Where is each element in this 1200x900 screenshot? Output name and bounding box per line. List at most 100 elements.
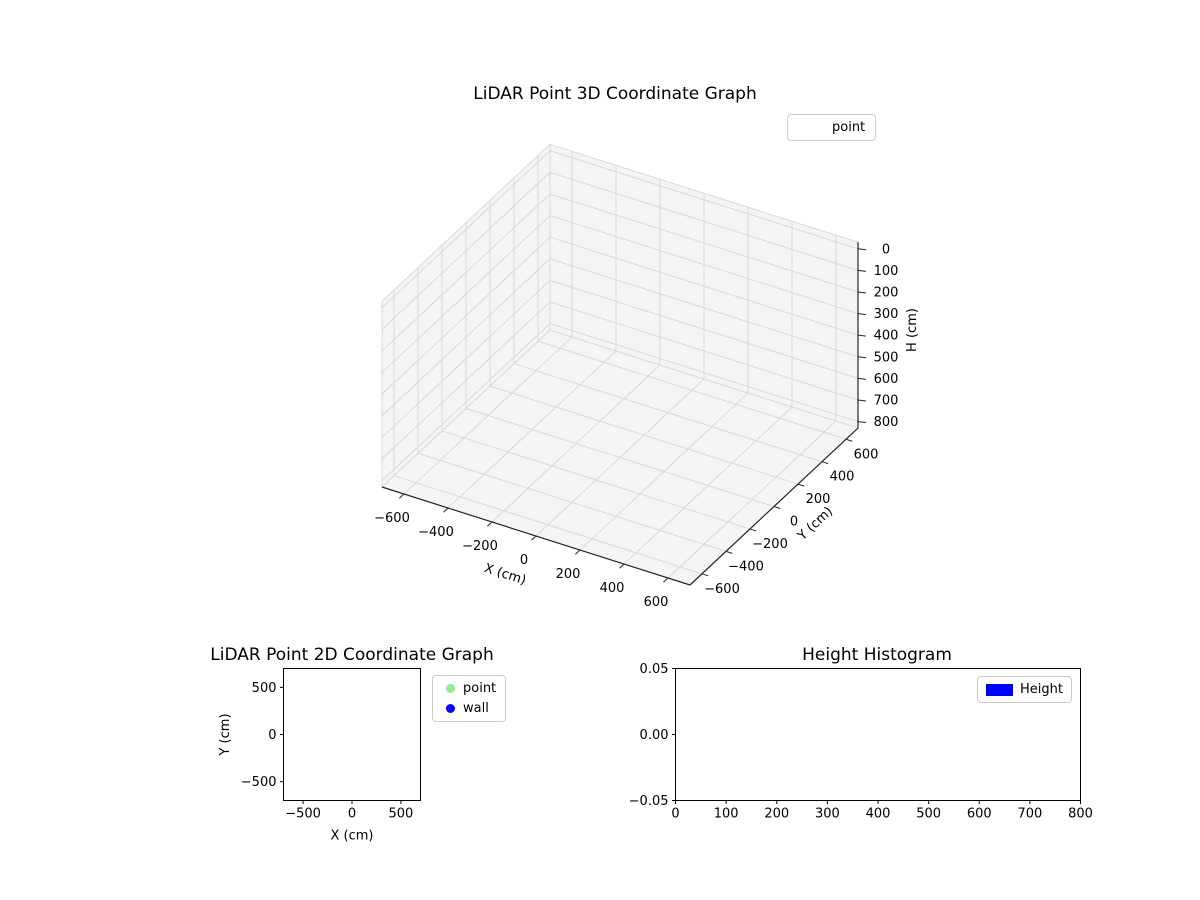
tick-mark (487, 521, 493, 527)
tick-mark (619, 563, 625, 569)
tick-mark (857, 248, 867, 251)
z-tick-label: 200 (874, 285, 899, 300)
x-tick-label: −600 (374, 511, 410, 526)
plot3d-title: LiDAR Point 3D Coordinate Graph (473, 84, 757, 104)
y-tick-label: 400 (830, 470, 855, 485)
x-tick-label: 400 (866, 807, 891, 822)
legend-entry-point: point (798, 121, 865, 134)
legend-label-wall: wall (463, 701, 489, 716)
grid-line (381, 150, 551, 309)
plot3d-legend: point (787, 114, 877, 141)
tick-mark (701, 573, 709, 577)
tick-mark (857, 377, 867, 380)
x-tick-label: 800 (1068, 807, 1093, 822)
x-tick-label: 600 (644, 595, 669, 610)
x-axis-label: X (cm) (331, 829, 374, 844)
y-tick-label: 600 (854, 447, 879, 462)
z-tick-label: 800 (874, 415, 899, 430)
tick-mark (663, 577, 669, 583)
z-axis-label: H (cm) (905, 308, 920, 352)
grid-line (489, 385, 799, 485)
hist-legend: Height (977, 676, 1072, 703)
grid-line (513, 363, 823, 463)
plot2d-legend: point wall (432, 675, 507, 722)
x-tick-label: −500 (285, 807, 321, 822)
tick-mark (857, 399, 867, 402)
tick-mark (773, 506, 781, 510)
grid-line (549, 150, 859, 250)
grid-line (549, 171, 859, 271)
y-tick-label: −200 (752, 537, 788, 552)
grid-line (465, 408, 775, 508)
x-tick-label: −400 (418, 525, 454, 540)
x-tick-label: 200 (764, 807, 789, 822)
grid-line (441, 430, 751, 530)
grid-line (381, 280, 551, 438)
grid-line (417, 452, 727, 552)
x-tick-label: −200 (462, 539, 498, 554)
grid-line (549, 323, 859, 423)
y-tick-label: −400 (728, 559, 764, 574)
x-tick-label: 200 (556, 567, 581, 582)
z-tick-label: 100 (874, 264, 899, 279)
tick-mark (857, 313, 867, 316)
tick-mark (845, 438, 853, 442)
legend-entry-point: point (442, 682, 496, 695)
grid-line (381, 236, 551, 395)
z-tick-label: 300 (874, 307, 899, 322)
plot2d-title: LiDAR Point 2D Coordinate Graph (210, 645, 494, 665)
y-axis-label: Y (cm) (794, 504, 836, 544)
grid-line (549, 215, 859, 315)
z-tick-label: 0 (882, 242, 890, 257)
tick-mark (749, 528, 757, 532)
tick-mark (857, 356, 867, 359)
z-tick-label: 500 (874, 350, 899, 365)
z-tick-label: 600 (874, 372, 899, 387)
y-tick-label: 0 (790, 515, 798, 530)
grid-line (537, 340, 847, 440)
hist-title: Height Histogram (802, 645, 952, 665)
z-tick-label: 700 (874, 393, 899, 408)
tick-mark (857, 291, 867, 294)
x-tick-label: 500 (916, 807, 941, 822)
legend-marker-wall (446, 704, 455, 713)
tick-mark (531, 535, 537, 541)
x-tick-label: 700 (1017, 807, 1042, 822)
y-tick-label: 200 (806, 492, 831, 507)
x-tick-label: 300 (815, 807, 840, 822)
grid-line (381, 323, 551, 481)
tick-mark (857, 421, 867, 424)
tick-mark (443, 507, 449, 513)
tick-mark (399, 493, 405, 499)
tick-mark (857, 334, 867, 337)
legend-label-height: Height (1020, 682, 1063, 697)
legend-marker-blank (798, 122, 824, 134)
tick-mark (797, 483, 805, 487)
tick-mark (821, 461, 829, 465)
y-tick-label: 500 (252, 681, 277, 696)
y-tick-label: −600 (704, 582, 740, 597)
tick-mark (725, 550, 733, 554)
legend-label-point: point (832, 120, 866, 135)
y-tick-label: −0.05 (629, 794, 669, 809)
x-tick-label: 500 (389, 807, 414, 822)
legend-entry-wall: wall (442, 702, 496, 715)
y-tick-label: 0.05 (640, 662, 669, 677)
x-tick-label: 600 (967, 807, 992, 822)
grid-line (381, 215, 551, 373)
grid-line (393, 475, 703, 575)
z-tick-label: 400 (874, 329, 899, 344)
grid-line (549, 301, 859, 401)
y-axis-label: Y (cm) (218, 713, 233, 756)
legend-label-point: point (463, 681, 497, 696)
y-tick-label: 0 (268, 728, 276, 743)
legend-marker-point (446, 684, 455, 693)
legend-marker-height (986, 683, 1013, 696)
x-tick-label: 0 (671, 807, 679, 822)
y-tick-label: 0.00 (640, 728, 669, 743)
grid-line (381, 193, 551, 352)
x-tick-label: 0 (348, 807, 356, 822)
y-tick-label: −500 (241, 775, 277, 790)
grid-line (381, 301, 551, 460)
